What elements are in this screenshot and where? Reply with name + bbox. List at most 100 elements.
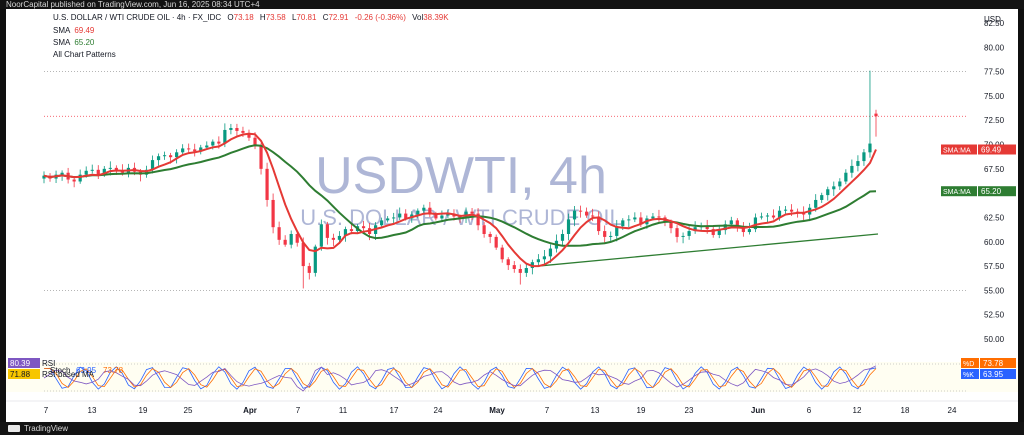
d-badge-label: %D [963, 361, 974, 368]
d-badge-bg [961, 358, 979, 368]
candle-body [253, 137, 257, 147]
candle-body [862, 152, 866, 162]
candle-body [868, 143, 872, 153]
candle-body [524, 268, 528, 273]
candle-body [627, 219, 631, 221]
y-tick-label: 75.00 [984, 92, 1005, 101]
sma-fast-badge-value-bg [978, 144, 1016, 155]
candle-body [838, 181, 842, 187]
patterns-legend[interactable]: All Chart Patterns [53, 50, 120, 59]
candle-body [223, 129, 227, 144]
sma-slow-label: SMA [53, 38, 71, 47]
x-tick-label: 7 [545, 406, 550, 415]
y-tick-label: 62.50 [984, 213, 1005, 222]
trend-line [538, 233, 879, 267]
candle-body [572, 210, 577, 220]
change-value: -0.26 (-0.36%) [354, 13, 406, 22]
candle-body [850, 165, 854, 173]
candle-body [313, 246, 317, 273]
candle-body [307, 266, 311, 273]
candle-body [440, 215, 444, 219]
candle-body [814, 199, 818, 208]
candle-body [60, 172, 64, 175]
price-chart[interactable]: USDWTI, 4h U.S. DOLLAR / WTI CRUDE OIL 8… [6, 9, 1018, 422]
candle-body [681, 235, 685, 237]
candle-body [585, 211, 589, 216]
sma-fast-label: SMA [53, 26, 71, 35]
candle-body [729, 220, 733, 225]
candle-body [591, 215, 595, 217]
candle-body [717, 230, 721, 235]
y-tick-label: 72.50 [984, 116, 1005, 125]
x-tick-label: 11 [339, 406, 348, 415]
candle-body [826, 189, 830, 196]
published-header: NoorCapital published on TradingView.com… [0, 0, 1024, 9]
sma-slow-badge-value-bg [978, 186, 1016, 197]
candle-body [603, 231, 607, 237]
d-badge-value-bg [980, 358, 1016, 368]
x-tick-label: 18 [901, 406, 910, 415]
y-tick-label: 55.00 [984, 286, 1005, 295]
high-value: 73.58 [265, 13, 286, 22]
candle-body [566, 219, 571, 234]
low-value: 70.81 [296, 13, 317, 22]
k-badge-label: %K [963, 372, 974, 379]
sma-fast-legend[interactable]: SMA 69.49 [53, 26, 98, 35]
candle-body [470, 211, 474, 214]
watermark-ticker: USDWTI, 4h [315, 147, 607, 205]
x-tick-label: 12 [853, 406, 862, 415]
candle-body [247, 132, 251, 138]
volume: Vol38.39K [412, 13, 448, 22]
sma-slow-line [43, 144, 877, 247]
candle-body [482, 225, 486, 234]
candle-body [289, 233, 293, 245]
candle-body [416, 210, 420, 215]
candle-body [181, 148, 185, 153]
candle-body [494, 236, 498, 248]
candle-body [500, 247, 504, 260]
candle-body [560, 233, 565, 241]
candle-body [844, 172, 848, 182]
chart-panel[interactable]: USDWTI, 4h U.S. DOLLAR / WTI CRUDE OIL 8… [6, 9, 1018, 422]
x-tick-label: Jun [751, 406, 765, 415]
sma-slow-legend[interactable]: SMA 65.20 [53, 38, 98, 47]
candle-body [639, 217, 643, 225]
candle-body [422, 207, 426, 211]
x-tick-label: 13 [88, 406, 97, 415]
symbol-legend: U.S. DOLLAR / WTI CRUDE OIL · 4h · FX_ID… [53, 13, 453, 22]
candle-body [771, 215, 776, 218]
candle-body [265, 168, 269, 200]
y-tick-label: 60.00 [984, 238, 1005, 247]
close-label: C [322, 13, 329, 22]
candle-body [96, 169, 100, 175]
candle-body [72, 179, 76, 182]
ohlc-low: L70.81 [292, 13, 316, 22]
rsi-value: 80.39 [10, 359, 31, 368]
candle-body [84, 170, 88, 175]
candle-body [114, 167, 118, 171]
candle-body [169, 155, 173, 158]
y-tick-label: 77.50 [984, 68, 1005, 77]
rsi-ma-value: 71.88 [10, 370, 31, 379]
candle-body [78, 174, 82, 182]
sma-slow-badge-label: SMA:MA [943, 189, 971, 196]
candle-body [856, 161, 860, 166]
ohlc-high: H73.58 [260, 13, 286, 22]
candle-body [283, 239, 287, 245]
open-label: O [227, 13, 234, 22]
candle-body [741, 226, 745, 233]
rsi-value-bg [8, 358, 40, 368]
currency-label: USD [984, 15, 1001, 24]
candle-body [259, 146, 263, 169]
candle-body [759, 216, 764, 218]
candle-body [343, 229, 348, 236]
y-tick-label: 52.50 [984, 311, 1005, 320]
stoch-k-inline: 63.95 [76, 366, 97, 375]
stoch-k-line [43, 366, 877, 390]
footer-brand: TradingView [24, 424, 69, 433]
tradingview-logo-icon [8, 425, 20, 432]
rsi-line [43, 365, 877, 392]
close-value: 72.91 [328, 13, 349, 22]
candle-body [476, 213, 480, 226]
candle-body [669, 222, 673, 229]
